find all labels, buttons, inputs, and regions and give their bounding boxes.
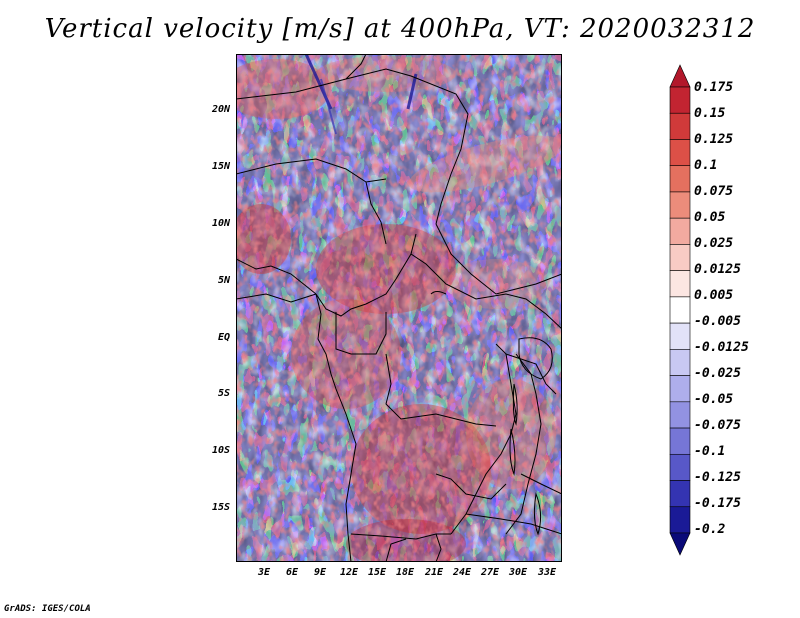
colorbar-swatch bbox=[669, 349, 691, 376]
colorbar-swatch bbox=[669, 322, 691, 350]
lat-label: 15N bbox=[211, 161, 230, 172]
lat-label: EQ bbox=[217, 332, 230, 343]
lon-label: 24E bbox=[452, 567, 472, 578]
lon-label: 9E bbox=[313, 567, 327, 578]
colorbar-swatch bbox=[669, 217, 691, 245]
map-title: Vertical velocity [m/s] at 400hPa, VT: 2… bbox=[44, 14, 756, 44]
colorbar-swatch bbox=[669, 270, 691, 298]
lon-label: 30E bbox=[508, 567, 528, 578]
lon-label: 6E bbox=[285, 567, 299, 578]
colorbar-swatch bbox=[669, 453, 691, 481]
colorbar-label: 0.1 bbox=[694, 158, 718, 173]
colorbar-swatch bbox=[669, 401, 691, 429]
colorbar bbox=[669, 64, 691, 556]
colorbar-label: 0.005 bbox=[694, 288, 734, 303]
lon-label: 27E bbox=[480, 567, 500, 578]
colorbar-swatch bbox=[669, 427, 691, 455]
colorbar-label: 0.175 bbox=[694, 80, 734, 95]
colorbar-label: -0.2 bbox=[694, 522, 726, 537]
colorbar-label: 0.125 bbox=[694, 132, 734, 147]
colorbar-swatch bbox=[669, 480, 691, 508]
lon-label: 15E bbox=[367, 567, 387, 578]
velocity-map bbox=[236, 54, 562, 562]
country-borders bbox=[236, 54, 562, 562]
lon-label: 21E bbox=[424, 567, 444, 578]
colorbar-swatch bbox=[669, 296, 691, 324]
colorbar-label: -0.1 bbox=[694, 444, 726, 459]
colorbar-label: 0.15 bbox=[694, 106, 726, 121]
colorbar-swatch bbox=[669, 506, 691, 534]
colorbar-swatch bbox=[669, 244, 691, 271]
lat-label: 5S bbox=[217, 388, 230, 399]
lat-label: 15S bbox=[211, 502, 230, 513]
lon-label: 33E bbox=[537, 567, 557, 578]
lat-label: 10N bbox=[211, 218, 230, 229]
colorbar-swatch bbox=[669, 375, 691, 403]
colorbar-label: -0.005 bbox=[694, 314, 741, 329]
colorbar-label: -0.125 bbox=[694, 470, 741, 485]
lon-label: 12E bbox=[339, 567, 359, 578]
lat-label: 10S bbox=[211, 445, 230, 456]
colorbar-label: 0.05 bbox=[694, 210, 726, 225]
colorbar-label: -0.05 bbox=[694, 392, 734, 407]
colorbar-swatch bbox=[669, 139, 691, 167]
colorbar-label: -0.175 bbox=[694, 496, 741, 511]
lat-label: 20N bbox=[211, 104, 230, 115]
colorbar-label: 0.0125 bbox=[694, 262, 741, 277]
colorbar-swatch bbox=[669, 532, 691, 556]
lon-label: 3E bbox=[257, 567, 271, 578]
colorbar-label: -0.0125 bbox=[694, 340, 749, 355]
lon-label: 18E bbox=[395, 567, 415, 578]
colorbar-label: -0.025 bbox=[694, 366, 741, 381]
grads-credit: GrADS: IGES/COLA bbox=[4, 604, 91, 614]
colorbar-swatch bbox=[669, 165, 691, 193]
colorbar-swatch bbox=[669, 191, 691, 219]
lakes bbox=[430, 291, 553, 536]
colorbar-label: -0.075 bbox=[694, 418, 741, 433]
velocity-field bbox=[236, 54, 562, 562]
colorbar-label: 0.025 bbox=[694, 236, 734, 251]
colorbar-label: 0.075 bbox=[694, 184, 734, 199]
colorbar-swatch bbox=[669, 112, 691, 140]
colorbar-swatch bbox=[669, 64, 691, 88]
lat-label: 5N bbox=[217, 275, 230, 286]
colorbar-swatch bbox=[669, 86, 691, 114]
